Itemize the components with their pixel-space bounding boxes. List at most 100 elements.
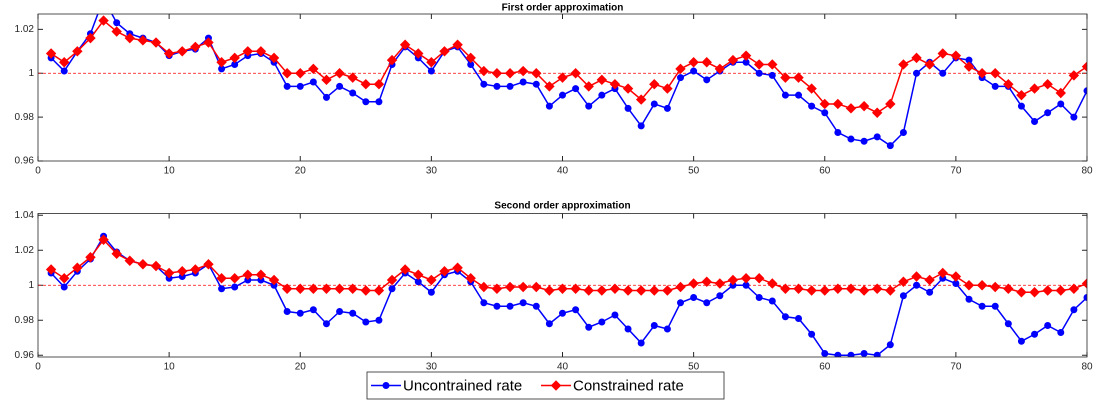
data-point — [793, 72, 804, 83]
data-point — [832, 283, 844, 294]
data-point — [635, 94, 647, 105]
data-point — [585, 102, 593, 110]
legend-marker — [382, 382, 390, 389]
data-point — [72, 262, 83, 273]
data-point — [714, 63, 726, 75]
data-point — [727, 54, 739, 66]
data-point — [937, 267, 948, 279]
x-tick-label: 10 — [164, 362, 176, 373]
data-point — [59, 273, 70, 284]
data-point — [834, 351, 842, 357]
data-point — [283, 308, 291, 315]
axes-box — [37, 13, 1088, 162]
data-point — [349, 309, 357, 317]
data-point — [137, 35, 149, 46]
data-point — [309, 306, 317, 314]
data-point — [585, 323, 593, 331]
data-point — [873, 351, 881, 357]
data-point — [544, 81, 555, 92]
data-point — [858, 100, 870, 112]
data-point — [45, 48, 57, 59]
data-point — [216, 57, 227, 68]
data-point — [703, 299, 711, 307]
data-point — [990, 281, 1001, 293]
data-point — [231, 283, 239, 291]
data-point — [439, 266, 450, 277]
data-point — [452, 262, 463, 273]
data-point — [845, 103, 857, 114]
data-point — [847, 135, 855, 143]
data-point — [911, 271, 922, 282]
data-point — [688, 278, 699, 289]
data-point — [347, 283, 358, 294]
data-point — [296, 82, 304, 90]
data-point — [663, 325, 671, 333]
data-point — [336, 308, 344, 315]
data-point — [98, 15, 109, 26]
data-point — [111, 26, 122, 37]
data-point — [322, 320, 330, 328]
data-point — [637, 122, 645, 130]
data-point — [677, 299, 685, 307]
data-point — [885, 285, 896, 296]
data-point — [767, 278, 778, 289]
x-tick-label: 30 — [426, 362, 438, 373]
data-point — [1057, 100, 1065, 108]
data-point — [688, 57, 699, 68]
data-point — [832, 98, 844, 110]
data-point — [596, 285, 608, 296]
x-tick-label: 60 — [819, 166, 831, 177]
data-point — [1004, 320, 1012, 328]
data-point — [1070, 306, 1078, 314]
data-point — [531, 68, 542, 79]
data-point — [493, 82, 501, 90]
data-point — [1044, 109, 1052, 117]
y-tick-label: 0.98 — [15, 315, 35, 326]
data-point — [860, 137, 868, 145]
data-point — [795, 91, 803, 99]
data-point — [1017, 102, 1025, 110]
data-point — [321, 283, 332, 294]
x-tick-label: 70 — [950, 166, 962, 177]
data-point — [886, 341, 894, 349]
chart-title: Second order approximation — [494, 201, 630, 212]
y-tick-label: 1.02 — [15, 24, 35, 35]
data-point — [650, 100, 658, 108]
data-point — [1055, 285, 1066, 296]
data-point — [360, 79, 372, 90]
data-point — [1081, 61, 1087, 72]
data-point — [517, 281, 529, 293]
x-tick-label: 80 — [1081, 166, 1093, 177]
data-point — [598, 318, 606, 326]
data-point — [819, 285, 830, 296]
data-point — [1029, 83, 1040, 94]
data-point — [740, 273, 752, 284]
data-point — [939, 69, 947, 77]
data-point — [413, 48, 424, 59]
data-point — [806, 83, 817, 94]
data-point — [991, 302, 999, 310]
data-point — [649, 285, 660, 296]
data-point — [177, 266, 188, 277]
data-point — [780, 72, 791, 83]
data-point — [427, 288, 435, 296]
data-point — [452, 39, 463, 50]
x-tick-label: 50 — [688, 362, 700, 373]
data-point — [506, 82, 514, 90]
data-point — [308, 63, 319, 75]
x-tick-label: 80 — [1081, 362, 1093, 373]
data-point — [111, 248, 122, 259]
data-point — [559, 91, 566, 99]
data-point — [321, 74, 332, 86]
data-point — [991, 82, 999, 90]
data-point — [871, 283, 883, 294]
data-point — [375, 98, 383, 106]
data-point — [1057, 329, 1065, 336]
data-point — [701, 57, 712, 68]
data-point — [871, 107, 883, 118]
data-point — [532, 302, 540, 310]
legend-text: Uncontrained rate — [403, 377, 522, 394]
data-point — [858, 285, 870, 296]
